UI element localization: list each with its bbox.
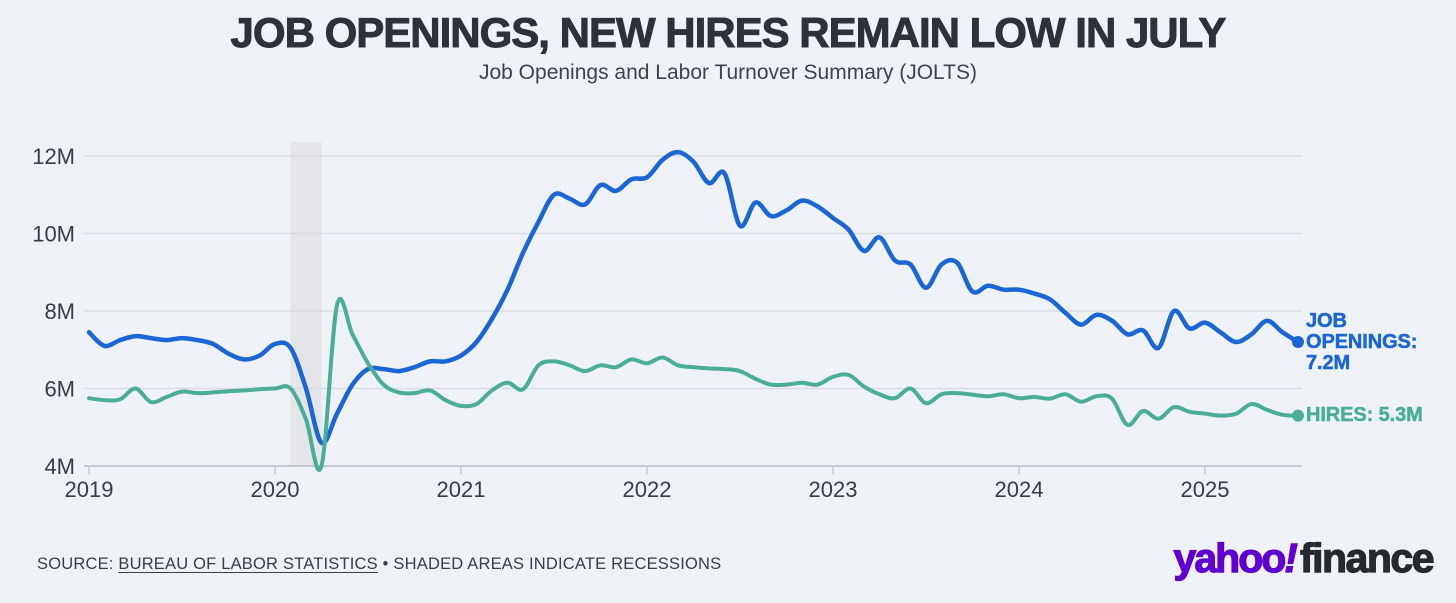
job-openings-end-dot: [1292, 336, 1304, 348]
y-axis-label: 8M: [44, 299, 75, 324]
logo-finance: finance: [1300, 535, 1433, 581]
logo-exclamation: !: [1284, 535, 1296, 581]
y-axis-label: 6M: [44, 377, 75, 402]
x-axis-label: 2022: [623, 477, 672, 502]
source-bullet: •: [383, 555, 389, 573]
y-axis-label: 12M: [32, 144, 75, 169]
x-axis-label: 2019: [65, 477, 114, 502]
jolts-line-chart: 12M 10M 8M 6M 4M2019 2020 2021 2022 2023 2024 2025: [0, 0, 1456, 603]
x-axis-label: 2025: [1181, 477, 1230, 502]
x-axis-label: 2020: [251, 477, 300, 502]
y-axis-label: 10M: [32, 222, 75, 247]
x-axis-label: 2023: [809, 477, 858, 502]
yahoo-finance-logo: yahoo!finance: [1174, 535, 1433, 582]
source-prefix: SOURCE:: [37, 555, 114, 573]
hires-end-dot: [1292, 410, 1304, 422]
x-axis-label: 2024: [995, 477, 1044, 502]
job-openings-line: [89, 152, 1298, 443]
source-note-text: SHADED AREAS INDICATE RECESSIONS: [393, 555, 721, 573]
y-axis-label: 4M: [44, 454, 75, 479]
hires-end-label: HIRES: 5.3M: [1306, 405, 1456, 426]
job-openings-end-label: JOB OPENINGS: 7.2M: [1306, 311, 1441, 374]
jolts-chart-page: JOB OPENINGS, NEW HIRES REMAIN LOW IN JU…: [0, 0, 1456, 603]
logo-yahoo: yahoo: [1174, 535, 1285, 581]
source-note: SOURCE: BUREAU OF LABOR STATISTICS • SHA…: [37, 555, 721, 574]
bls-link[interactable]: BUREAU OF LABOR STATISTICS: [118, 555, 377, 573]
x-axis-label: 2021: [437, 477, 486, 502]
